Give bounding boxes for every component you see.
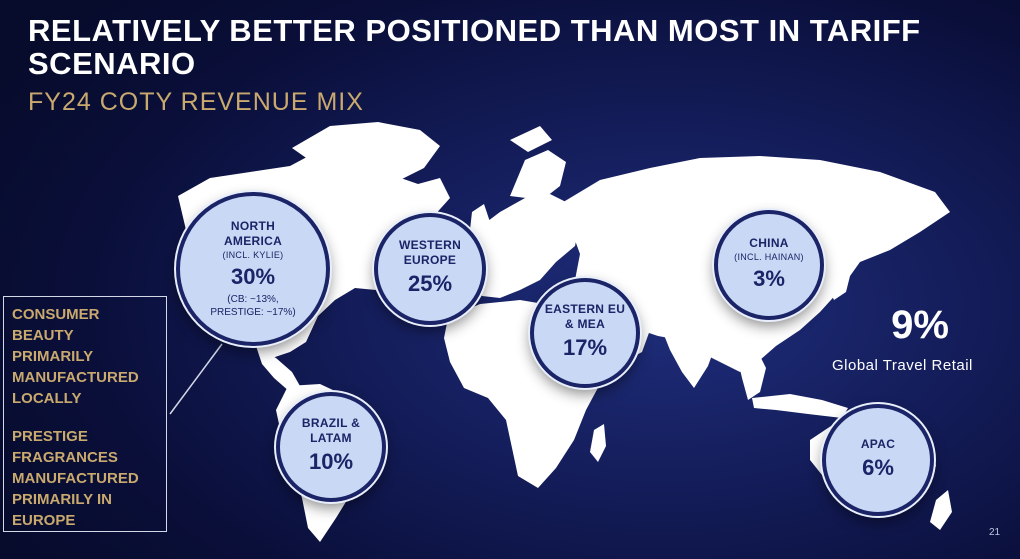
north-america-bubble: NORTH AMERICA (INCL. KYLIE) 30% (CB: ~13… bbox=[176, 192, 330, 346]
region-name: WESTERN EUROPE bbox=[398, 238, 462, 267]
china-bubble: CHINA (INCL. HAINAN) 3% bbox=[714, 210, 824, 320]
region-percent: 3% bbox=[753, 265, 785, 291]
uk-land bbox=[470, 204, 490, 238]
eastern-eu-mea-bubble: EASTERN EU & MEA 17% bbox=[530, 278, 640, 388]
page-number: 21 bbox=[989, 527, 1001, 538]
region-percent: 25% bbox=[407, 271, 453, 296]
region-name: CHINA bbox=[749, 235, 789, 250]
new-zealand-land bbox=[930, 490, 952, 530]
brazil-latam-bubble: BRAZIL & LATAM 10% bbox=[276, 392, 386, 502]
region-percent: 10% bbox=[308, 449, 354, 474]
global-travel-retail-label: Global Travel Retail bbox=[832, 357, 973, 374]
manufacturing-callout-box: CONSUMER BEAUTY PRIMARILY MANUFACTURED L… bbox=[3, 296, 167, 532]
region-note: (INCL. HAINAN) bbox=[734, 251, 804, 262]
consumer-beauty-note: CONSUMER BEAUTY PRIMARILY MANUFACTURED L… bbox=[12, 306, 139, 407]
scandinavia-land bbox=[510, 150, 566, 200]
region-detail: PRESTIGE: ~17%) bbox=[210, 307, 296, 318]
central-america-land bbox=[256, 346, 300, 392]
region-percent: 6% bbox=[862, 454, 894, 480]
slide-title: RELATIVELY BETTER POSITIONED THAN MOST I… bbox=[28, 13, 921, 81]
india-land bbox=[662, 326, 716, 388]
region-name: NORTH AMERICA bbox=[223, 219, 283, 248]
prestige-note: PRESTIGE FRAGRANCES MANUFACTURED PRIMARI… bbox=[12, 428, 139, 529]
arctic-island-land bbox=[510, 126, 552, 152]
region-name: EASTERN EU & MEA bbox=[544, 302, 626, 331]
western-europe-bubble: WESTERN EUROPE 25% bbox=[374, 213, 486, 325]
indonesia-land bbox=[752, 394, 848, 418]
region-name: APAC bbox=[860, 436, 896, 451]
callout-connector-line bbox=[169, 343, 223, 415]
madagascar-land bbox=[590, 424, 606, 462]
region-percent: 30% bbox=[230, 264, 276, 289]
greenland-land bbox=[292, 122, 440, 184]
slide-subtitle: FY24 COTY REVENUE MIX bbox=[28, 88, 364, 116]
europe-land bbox=[470, 194, 580, 298]
region-detail: (CB: ~13%, bbox=[227, 294, 279, 305]
apac-bubble: APAC 6% bbox=[822, 404, 934, 516]
region-note: (INCL. KYLIE) bbox=[222, 250, 284, 260]
global-travel-retail-percent: 9% bbox=[891, 303, 949, 347]
southeast-asia-land bbox=[736, 348, 766, 400]
region-name: BRAZIL & LATAM bbox=[301, 416, 361, 445]
japan-land bbox=[826, 250, 852, 300]
region-percent: 17% bbox=[562, 335, 608, 360]
